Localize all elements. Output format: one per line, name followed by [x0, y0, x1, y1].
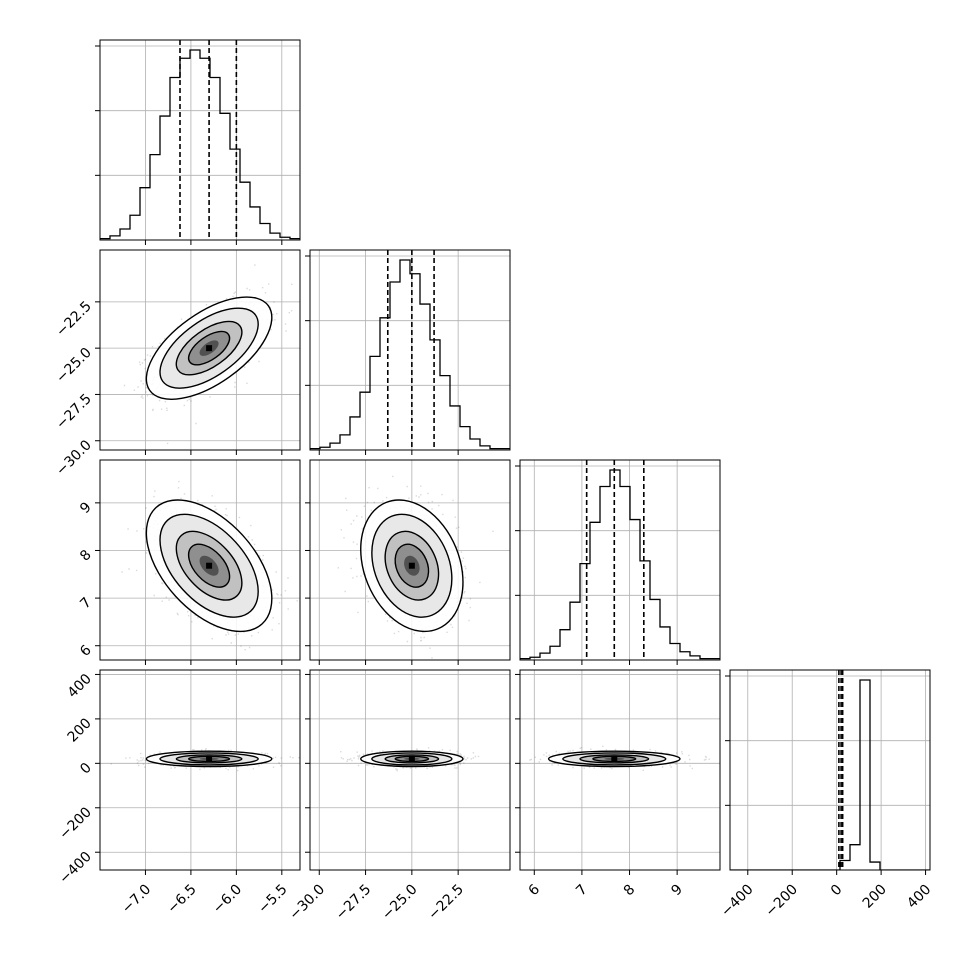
panel-frame: [99, 459, 301, 661]
scatter-panel-1-0: −30.0−27.5−25.0 −22.5: [53, 249, 301, 479]
y-tick-label: 0: [77, 760, 95, 778]
panel-content: [520, 670, 720, 870]
panel-frame: [99, 669, 301, 871]
panel-content: [310, 250, 510, 450]
panel-content: [100, 40, 300, 240]
panel-frame: [99, 249, 301, 451]
y-tick-label: 7: [77, 595, 95, 613]
panel-frame: [519, 459, 721, 661]
scatter-panel-2-0: 6 7 8 9: [77, 459, 301, 665]
x-tick-label: 9: [668, 882, 686, 900]
histogram-step: [310, 259, 510, 450]
panel-content: [310, 670, 510, 870]
x-tick-label: 400: [904, 882, 934, 912]
x-tick-label: −200: [763, 882, 802, 921]
histogram-step: [100, 49, 300, 240]
x-tick-label: −7.0: [119, 882, 154, 917]
x-tick-label: −27.5: [333, 882, 375, 924]
y-tick-label: −22.5: [53, 298, 95, 340]
x-tick-label: 200: [860, 882, 890, 912]
x-tick-label: 7: [573, 882, 591, 900]
x-tick-label: −6.5: [164, 882, 199, 917]
y-tick-label: −27.5: [53, 391, 95, 433]
scatter-panel-3-2: 6 7 8 9: [515, 669, 721, 900]
y-tick-label: 400: [65, 671, 95, 701]
histogram-step: [730, 679, 930, 870]
x-tick-label: −6.0: [210, 882, 245, 917]
histogram-panel-3: −400 −200 0 200 400: [718, 669, 934, 921]
x-tick-label: 6: [525, 881, 543, 899]
y-tick-label: −25.0: [53, 345, 95, 387]
density-peak: [206, 562, 213, 569]
panel-content: [730, 670, 930, 870]
x-tick-label: −400: [718, 882, 757, 921]
x-tick-label: 0: [828, 882, 846, 900]
panel-frame: [729, 669, 931, 871]
y-tick-label: 8: [77, 547, 95, 565]
panel-content: [100, 250, 300, 450]
panel-content: [100, 670, 300, 870]
x-tick-label: 8: [621, 882, 639, 900]
y-tick-label: −200: [56, 804, 95, 843]
panel-content: [310, 460, 510, 660]
y-tick-label: 6: [77, 642, 95, 660]
y-tick-label: 9: [77, 499, 95, 517]
y-tick-label: −400: [56, 849, 95, 888]
density-peak: [206, 345, 213, 352]
panel-content: [100, 460, 300, 660]
density-peak: [206, 755, 213, 762]
histogram-panel-1: [305, 249, 511, 455]
y-tick-label: 200: [65, 715, 95, 745]
panel-frame: [309, 669, 511, 871]
histogram-panel-2: [515, 459, 721, 665]
x-tick-label: −25.0: [379, 882, 421, 924]
panel-frame: [99, 39, 301, 241]
histogram-step: [520, 469, 720, 660]
scatter-panel-3-1: −30.0 −27.5 −25.0 −22.5: [286, 669, 511, 924]
x-tick-label: −22.5: [425, 882, 467, 924]
panel-frame: [519, 669, 721, 871]
panel-frame: [309, 249, 511, 451]
histogram-panel-0: [95, 39, 301, 245]
scatter-panel-2-1: [305, 459, 511, 665]
density-peak: [611, 755, 618, 762]
panel-content: [520, 460, 720, 660]
density-peak: [408, 755, 415, 762]
y-tick-label: −30.0: [53, 437, 95, 479]
x-tick-label: −30.0: [286, 882, 328, 924]
density-peak: [408, 562, 415, 569]
panel-frame: [309, 459, 511, 661]
